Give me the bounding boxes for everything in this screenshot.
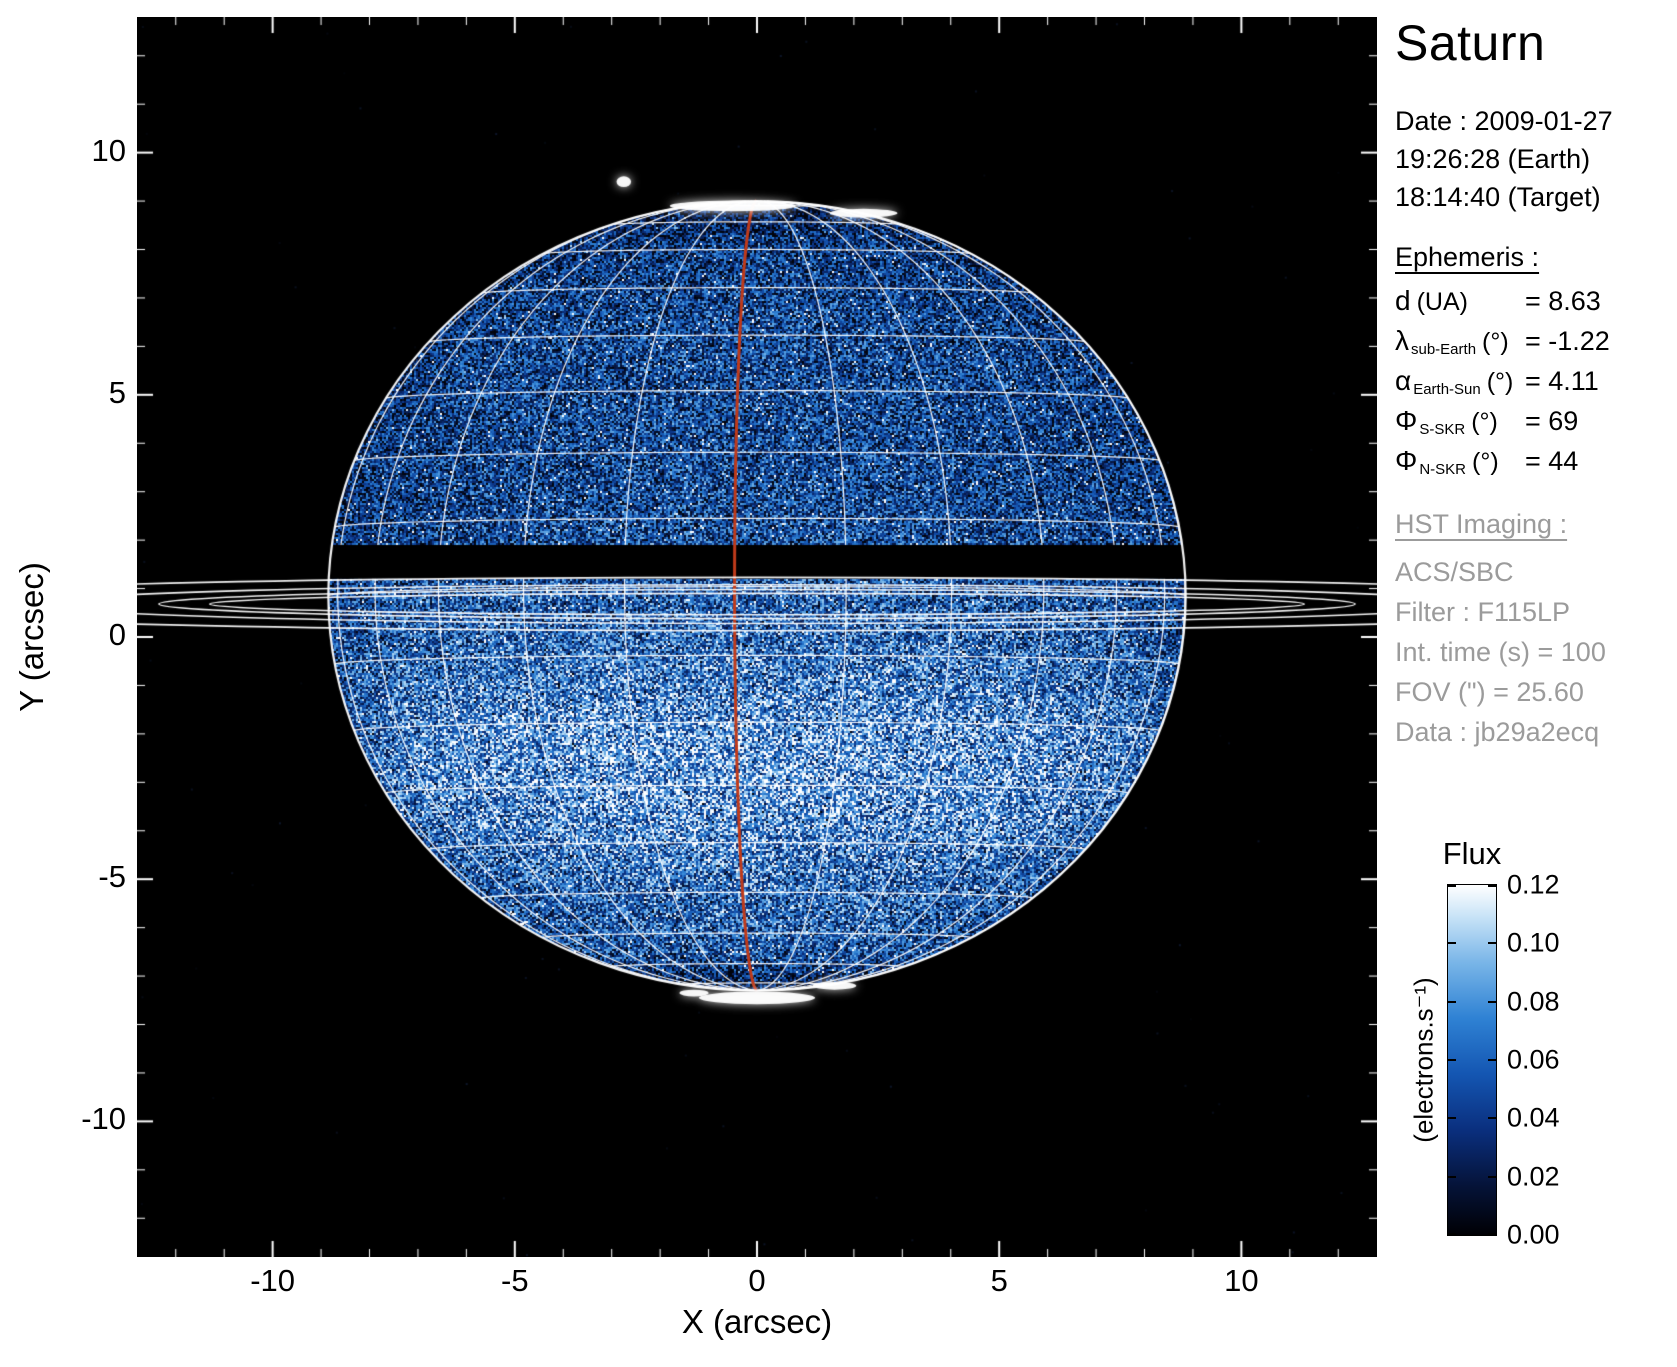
colorbar-tick-mark (1488, 885, 1496, 887)
colorbar-tick-label: 0.00 (1507, 1220, 1560, 1251)
colorbar-tick-mark (1448, 1001, 1456, 1003)
ephemeris-value: = 44 (1525, 446, 1578, 477)
colorbar-tick-label: 0.08 (1507, 986, 1560, 1017)
colorbar-tick-label: 0.12 (1507, 870, 1560, 901)
ephemeris-symbol: Φ (1395, 445, 1417, 477)
ephemeris-subscript: N-SKR (1419, 461, 1466, 478)
ephemeris-row: α Earth-Sun (°) = 4.11 (1395, 365, 1673, 405)
ephemeris-symbol: λ (1395, 325, 1409, 357)
observation-time-earth: 19:26:28 (Earth) (1395, 140, 1673, 178)
colorbar-tick-mark (1448, 1117, 1456, 1119)
observation-block: Date : 2009-01-27 19:26:28 (Earth) 18:14… (1395, 102, 1673, 216)
colorbar-unit-label: (electrons.s⁻¹) (1409, 977, 1440, 1142)
ephemeris-symbol-group: λ sub-Earth (°) (1395, 325, 1517, 357)
colorbar-tick-mark (1488, 1001, 1496, 1003)
x-tick-label: -10 (250, 1263, 295, 1299)
ephemeris-heading: Ephemeris : (1395, 242, 1673, 273)
ephemeris-symbol-group: Φ S-SKR (°) (1395, 405, 1517, 437)
x-tick-label: 10 (1224, 1263, 1258, 1299)
x-tick-label: 0 (748, 1263, 765, 1299)
ephemeris-unit: (UA) (1417, 288, 1468, 317)
figure-page: X (arcsec) Y (arcsec) -10 -5 0 5 10 -10 -5 0 5 1… (0, 0, 1677, 1367)
observation-date: Date : 2009-01-27 (1395, 102, 1673, 140)
hst-lines: ACS/SBC Filter : F115LP Int. time (s) = 10… (1395, 552, 1673, 752)
x-tick-label: -5 (501, 1263, 529, 1299)
plot-canvas (137, 17, 1377, 1257)
colorbar-tick-label: 0.10 (1507, 928, 1560, 959)
colorbar-tick-mark (1488, 1059, 1496, 1061)
colorbar-tick-mark (1488, 1233, 1496, 1235)
colorbar-tick-mark (1488, 1176, 1496, 1178)
colorbar-tick-mark (1448, 1233, 1456, 1235)
ephemeris-symbol: Φ (1395, 405, 1417, 437)
ephemeris-row: Φ N-SKR (°) = 44 (1395, 445, 1673, 485)
colorbar-title: Flux (1412, 836, 1532, 872)
ephemeris-rows: d (UA) = 8.63 λ sub-Earth (°) = -1.22 α Earth-Su… (1395, 285, 1673, 485)
ephemeris-value: = -1.22 (1525, 326, 1610, 357)
x-tick-label: 5 (991, 1263, 1008, 1299)
hst-line: ACS/SBC (1395, 552, 1673, 592)
ephemeris-unit: (°) (1482, 328, 1509, 357)
ephemeris-unit: (°) (1487, 368, 1514, 397)
figure-title: Saturn (1395, 14, 1673, 72)
y-tick-label: 0 (40, 617, 126, 653)
ephemeris-value: = 69 (1525, 406, 1578, 437)
ephemeris-value: = 4.11 (1525, 366, 1599, 397)
ephemeris-subscript: sub-Earth (1411, 341, 1476, 358)
y-tick-label: -5 (40, 859, 126, 895)
hst-line: Filter : F115LP (1395, 592, 1673, 632)
ephemeris-symbol: α (1395, 365, 1411, 397)
y-tick-label: 10 (40, 133, 126, 169)
hst-line: Int. time (s) = 100 (1395, 632, 1673, 672)
colorbar-tick-mark (1448, 1059, 1456, 1061)
ephemeris-unit: (°) (1472, 448, 1499, 477)
ephemeris-row: λ sub-Earth (°) = -1.22 (1395, 325, 1673, 365)
y-tick-label: 5 (40, 375, 126, 411)
colorbar-tick-mark (1488, 1117, 1496, 1119)
colorbar-tick-label: 0.06 (1507, 1045, 1560, 1076)
colorbar-tick-mark (1488, 942, 1496, 944)
y-tick-label: -10 (40, 1102, 126, 1138)
hst-line: FOV (") = 25.60 (1395, 672, 1673, 712)
colorbar-tick-label: 0.04 (1507, 1103, 1560, 1134)
x-axis-label: X (arcsec) (682, 1303, 832, 1341)
observation-time-target: 18:14:40 (Target) (1395, 178, 1673, 216)
ephemeris-row: Φ S-SKR (°) = 69 (1395, 405, 1673, 445)
colorbar-tick-mark (1448, 1176, 1456, 1178)
ephemeris-subscript: Earth-Sun (1413, 381, 1481, 398)
colorbar (1447, 884, 1497, 1236)
hst-line: Data : jb29a2ecq (1395, 712, 1673, 752)
colorbar-tick-mark (1448, 885, 1456, 887)
ephemeris-symbol-group: α Earth-Sun (°) (1395, 365, 1517, 397)
info-panel: Saturn Date : 2009-01-27 19:26:28 (Earth… (1395, 14, 1673, 752)
ephemeris-unit: (°) (1471, 408, 1498, 437)
colorbar-tick-label: 0.02 (1507, 1161, 1560, 1192)
ephemeris-symbol-group: Φ N-SKR (°) (1395, 445, 1517, 477)
ephemeris-symbol-group: d (UA) (1395, 285, 1517, 317)
colorbar-tick-mark (1448, 942, 1456, 944)
ephemeris-value: = 8.63 (1525, 286, 1601, 317)
ephemeris-subscript: S-SKR (1419, 421, 1465, 438)
ephemeris-row: d (UA) = 8.63 (1395, 285, 1673, 325)
ephemeris-symbol: d (1395, 285, 1411, 317)
hst-heading: HST Imaging : (1395, 509, 1673, 540)
